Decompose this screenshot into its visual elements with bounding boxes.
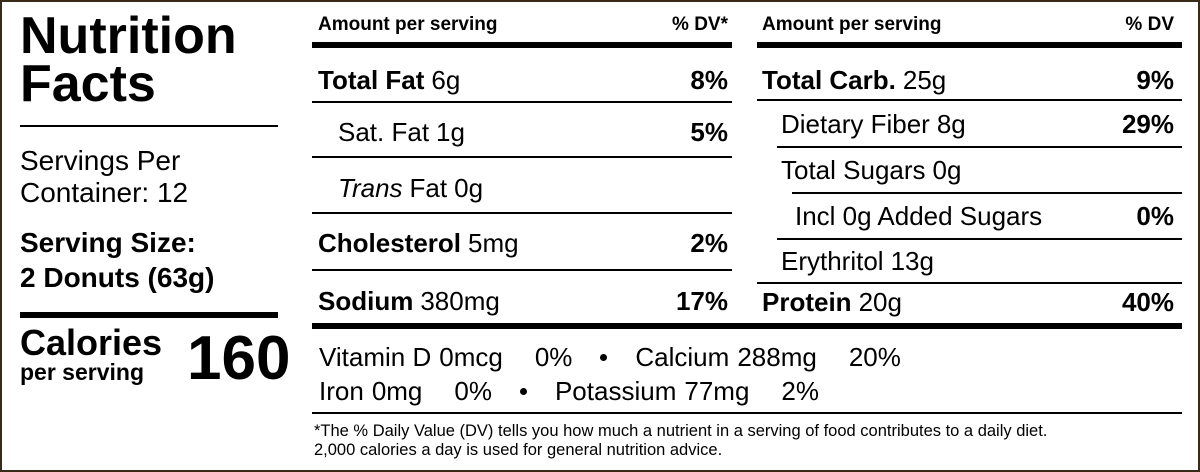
servings-line: Servings Per xyxy=(20,145,181,176)
nutrient-name: Total Fat xyxy=(318,64,425,95)
vitamin-amount: 0mg xyxy=(371,375,423,406)
thick-rule xyxy=(312,42,732,48)
thick-rule xyxy=(20,312,278,318)
nutrient-amount: 0g xyxy=(454,172,484,203)
title-line: Facts xyxy=(20,55,156,113)
footnote-line: 2,000 calories a day is used for general… xyxy=(314,441,723,459)
rule xyxy=(312,212,732,214)
nutrient-amount: 5mg xyxy=(468,227,519,258)
vitamin-name: Vitamin D xyxy=(319,341,432,372)
nutrient-row: Sat. Fat 1g 5% xyxy=(338,112,728,152)
calories-label: Calories xyxy=(20,322,163,363)
header-dv: % DV xyxy=(1125,14,1174,35)
servings: Servings Per Container: 12 xyxy=(20,145,188,209)
nutrient-name: Total Carb. xyxy=(762,64,896,95)
thick-rule xyxy=(757,42,1182,48)
serving-size-value: 2 Donuts (63g) xyxy=(20,262,215,293)
nutrient-dv: 8% xyxy=(690,64,728,95)
nutrient-name: Fat xyxy=(409,172,448,203)
nutrient-name: Erythritol xyxy=(781,245,884,276)
vitamin-dv: 0% xyxy=(454,375,492,406)
nutrient-name: Cholesterol xyxy=(318,227,462,258)
footnote: *The % Daily Value (DV) tells you how mu… xyxy=(314,422,1047,460)
rule xyxy=(777,238,1182,240)
nutrient-amount: 6g xyxy=(431,64,461,95)
nutrient-row: Sodium 380mg 17% xyxy=(318,281,728,321)
nutrient-name: Sodium xyxy=(318,285,414,316)
nutrient-amount: 8g xyxy=(936,108,966,139)
thick-rule xyxy=(312,323,1182,329)
vitamin-dv: 0% xyxy=(534,341,573,372)
nutrient-name: Protein xyxy=(762,286,852,317)
header-dv: % DV* xyxy=(672,14,728,35)
nutrient-row: Total Carb. 25g 9% xyxy=(762,60,1174,100)
nutrient-row: Incl 0g Added Sugars 0% xyxy=(795,196,1174,236)
nutrient-amount: 25g xyxy=(902,64,947,95)
bullet xyxy=(519,387,527,395)
rule xyxy=(312,412,1182,414)
serving-size-label: Serving Size: xyxy=(20,227,196,258)
vitamin-name: Calcium xyxy=(635,341,730,372)
nutrient-dv: 5% xyxy=(690,116,728,147)
nutrient-amount: 13g xyxy=(890,245,934,276)
nutrient-dv: 40% xyxy=(1121,286,1174,317)
nutrient-row: Total Sugars 0g xyxy=(781,150,1174,190)
vitamin-amount: 77mg xyxy=(684,375,750,406)
nutrient-name-italic: Trans xyxy=(338,172,403,203)
nutrient-dv: 29% xyxy=(1121,108,1174,139)
rule xyxy=(312,101,732,103)
nutrient-amount: 1g xyxy=(436,116,465,147)
title: Nutrition Facts xyxy=(20,7,237,113)
nutrient-dv: 2% xyxy=(690,227,728,258)
vitamin-amount: 0mcg xyxy=(439,341,503,372)
nutrient-row: Erythritol 13g xyxy=(781,241,1174,281)
vitamin-amount: 288mg xyxy=(737,341,817,372)
table-header: Amount per serving % DV xyxy=(762,14,1174,36)
header-amount: Amount per serving xyxy=(318,14,498,35)
bullet xyxy=(600,353,608,361)
nutrient-name: Incl 0g Added Sugars xyxy=(795,200,1043,231)
vitamin-dv: 2% xyxy=(781,375,819,406)
rule xyxy=(777,146,1182,148)
calories-value: 160 xyxy=(187,324,291,393)
nutrient-name: Dietary Fiber xyxy=(781,108,930,139)
nutrient-row: Protein 20g 40% xyxy=(762,282,1174,322)
nutrient-dv: 17% xyxy=(675,285,728,316)
rule xyxy=(312,156,732,158)
rule xyxy=(757,99,1182,101)
nutrient-amount: 380mg xyxy=(420,285,500,316)
nutrient-name: Sat. Fat xyxy=(338,116,430,147)
nutrient-row: Trans Fat 0g xyxy=(338,168,728,208)
vitamin-name: Potassium xyxy=(554,375,677,406)
vitamin-line: Iron 0mg 0% Potassium 77mg 2% xyxy=(319,374,847,408)
nutrient-row: Total Fat 6g 8% xyxy=(318,60,728,100)
nutrient-amount: 20g xyxy=(858,286,902,317)
serving-size: Serving Size: 2 Donuts (63g) xyxy=(20,225,214,295)
header-amount: Amount per serving xyxy=(762,14,942,35)
vitamin-line: Vitamin D 0mcg 0% Calcium 288mg 20% xyxy=(319,340,929,374)
calories-sublabel: per serving xyxy=(20,359,144,385)
title-line: Nutrition xyxy=(20,7,237,65)
nutrient-row: Cholesterol 5mg 2% xyxy=(318,223,728,263)
rule xyxy=(792,192,1182,194)
table-header: Amount per serving % DV* xyxy=(318,14,728,36)
rule xyxy=(20,125,278,127)
vitamin-dv: 20% xyxy=(848,341,901,372)
servings-line: Container: 12 xyxy=(20,177,189,208)
nutrient-dv: 9% xyxy=(1136,64,1174,95)
nutrient-name: Total Sugars xyxy=(781,154,926,185)
rule xyxy=(312,269,732,271)
nutrient-row: Dietary Fiber 8g 29% xyxy=(781,104,1174,144)
rule xyxy=(757,282,1182,284)
nutrient-dv: 0% xyxy=(1136,200,1174,231)
footnote-line: *The % Daily Value (DV) tells you how mu… xyxy=(314,422,1048,440)
nutrient-amount: 0g xyxy=(932,154,962,185)
vitamin-name: Iron xyxy=(319,375,364,406)
